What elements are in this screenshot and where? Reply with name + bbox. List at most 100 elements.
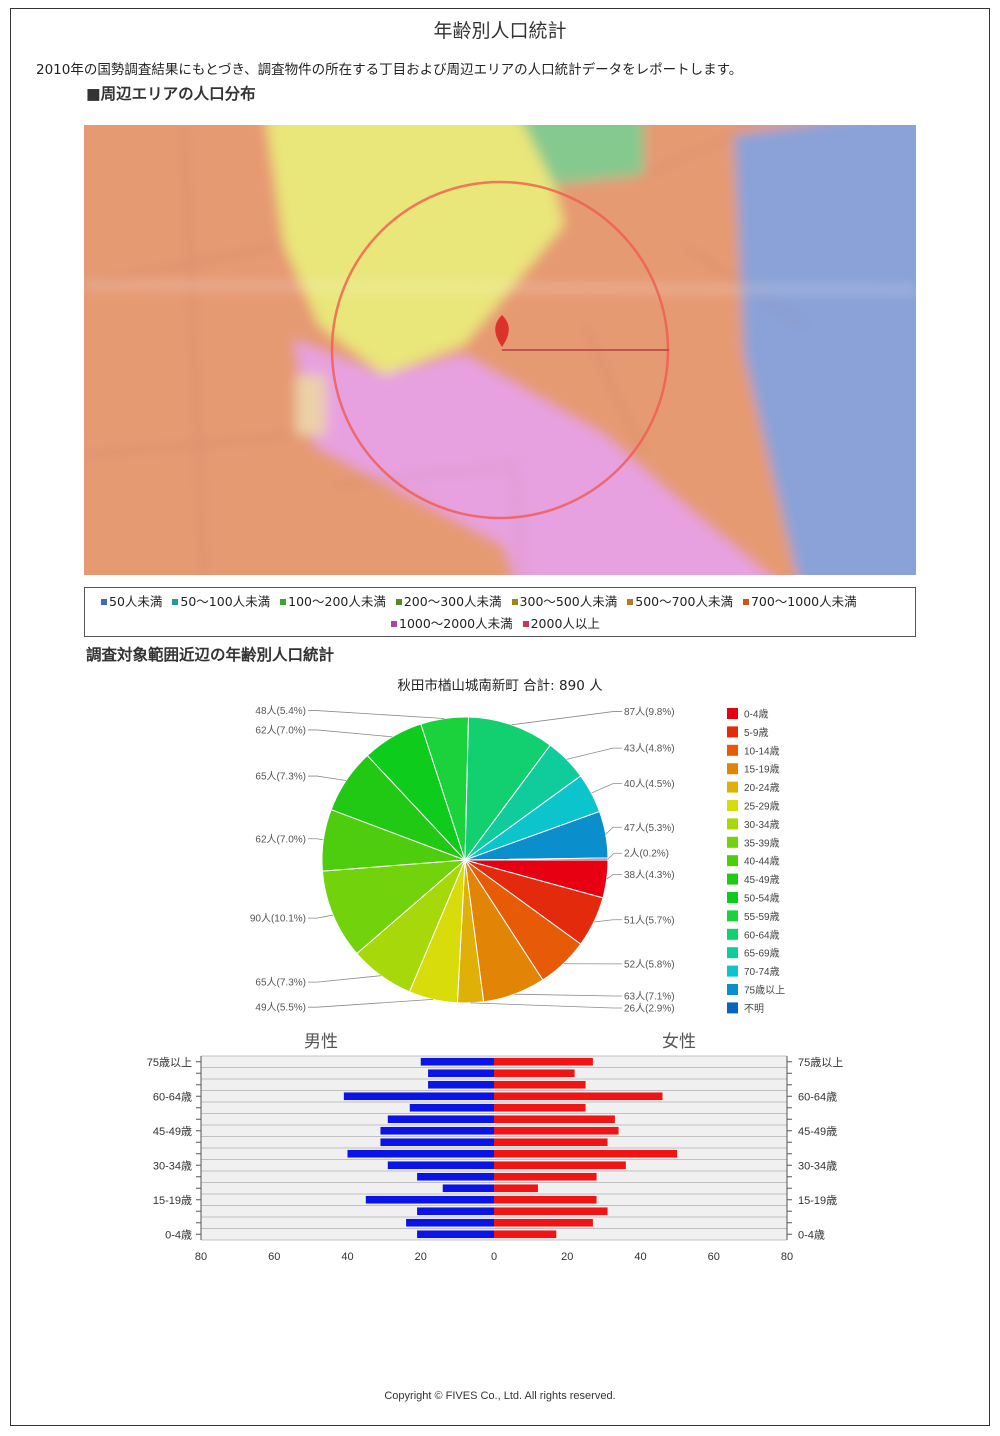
legend-label: 1000〜2000人未満 [399,616,513,631]
pie-legend-swatch [727,928,738,940]
legend-label: 500〜700人未満 [635,594,733,609]
pie-legend-swatch [727,708,738,719]
female-bar [494,1230,557,1239]
legend-item: 200〜300人未満 [395,591,502,613]
female-bar [494,1161,626,1170]
female-bar [494,1207,608,1216]
y-tick-label-left: 30-34歳 [153,1159,192,1172]
pie-legend-label: 30-34歳 [744,819,780,831]
x-tick-label: 80 [195,1251,207,1263]
legend-label: 100〜200人未満 [288,594,386,609]
map-area [524,125,644,185]
map-image [84,125,916,575]
copyright: Copyright © FIVES Co., Ltd. All rights r… [384,1390,616,1402]
map-area [266,125,564,375]
pie-legend-swatch [727,800,738,811]
legend-label: 200〜300人未満 [403,594,502,609]
male-bar [347,1149,494,1158]
page-title: 年齢別人口統計 [433,20,567,42]
legend-swatch [522,621,529,627]
pie-data-label: 62人(7.0%) [255,833,306,845]
pie-legend-label: 15-19歳 [744,764,780,776]
pie-legend-label: 0-4歳 [744,709,768,721]
pie-legend-swatch [727,781,738,793]
pie-leader-line [308,998,433,1008]
male-bar [442,1184,494,1193]
age-pie-chart: 87人(9.8%) 43人(4.8%) 40人(4.5%) 47人(5.3%) 2人(0… [250,705,785,1015]
pie-data-label: 62人(7.0%) [255,724,306,736]
female-bar [494,1138,608,1147]
pie-leader-line [591,783,622,794]
y-tick-label-left: 60-64歳 [153,1090,192,1103]
legend-swatch [172,599,179,605]
pie-legend-swatch [727,892,738,903]
legend-item: 300〜500人未満 [511,591,617,613]
y-tick-label-left: 15-19歳 [153,1194,192,1207]
male-bar [365,1195,494,1204]
legend-item: 2000人以上 [522,613,600,635]
male-bar [380,1138,494,1147]
pie-legend-label: 不明 [744,1003,764,1015]
pie-legend-label: 45-49歳 [744,874,780,886]
y-tick-label-left: 0-4歳 [165,1228,192,1241]
pie-legend-label: 40-44歳 [744,856,780,868]
legend-swatch [280,599,287,605]
pie-legend-label: 25-29歳 [744,801,780,813]
female-bar [494,1218,593,1227]
legend-item: 1000〜2000人未満 [391,613,513,635]
pie-data-label: 2人(0.2%) [624,848,669,860]
legend-item: 700〜1000人未満 [742,591,857,613]
map-area [734,125,916,575]
pie-data-label: 48人(5.4%) [255,705,306,717]
legend-swatch [101,599,107,605]
male-bar [417,1207,494,1216]
legend-swatch [511,599,518,605]
pie-legend-swatch [727,873,738,885]
male-bar [343,1092,494,1101]
legend-label: 2000人以上 [530,616,600,631]
population-map[interactable] [84,125,916,575]
x-tick-label: 0 [491,1251,497,1263]
legend-label: 700〜1000人未満 [750,594,857,609]
male-bar [420,1057,494,1066]
legend-item: 100〜200人未満 [280,591,386,613]
male-bar [417,1172,494,1181]
legend-item: 500〜700人未満 [627,591,733,613]
pie-leader-line [308,729,393,738]
intro-text: 2010年の国勢調査結果にもとづき、調査物件の所在する丁目および周辺エリアの人口… [36,62,743,78]
y-tick-label-right: 75歳以上 [798,1056,843,1069]
age-section-heading: 調査対象範囲近辺の年齢別人口統計 [86,646,335,664]
male-title: 男性 [304,1032,338,1052]
pie-data-label: 43人(4.8%) [624,743,675,755]
x-tick-label: 40 [341,1251,353,1263]
location-pin-icon[interactable] [495,315,509,347]
male-bar [409,1103,494,1112]
chart-subtitle: 秋田市楢山城南新町 合計: 890 人 [397,678,603,694]
x-tick-label: 20 [415,1251,427,1263]
pie-leader-line [308,914,334,919]
map-area [294,340,768,575]
page-frame [10,8,990,1426]
pie-legend-label: 50-54歳 [744,893,780,905]
legend-item: 50〜100人未満 [172,591,270,613]
pie-leader-line [308,775,347,781]
pie-leader-line [511,711,622,726]
x-tick-label: 40 [634,1251,646,1263]
male-bar [380,1126,494,1135]
male-bar [406,1218,494,1227]
y-tick-label-left: 75歳以上 [147,1056,192,1069]
pie-legend-swatch [727,763,738,775]
y-tick-label-left: 45-49歳 [153,1125,192,1138]
pie-data-label: 47人(5.3%) [624,822,675,834]
pie-leader-line [593,919,622,923]
male-bar [387,1115,494,1124]
pie-leader-line [470,1002,622,1009]
map-area [296,375,326,435]
pie-legend-swatch [727,1002,738,1014]
female-bar [494,1115,615,1124]
female-bar [494,1057,593,1066]
pie-leader-line [308,838,324,841]
map-legend: 50人未満 50〜100人未満 100〜200人未満 200〜300人未満 30… [84,587,916,637]
female-bar [494,1069,575,1078]
pie-legend-label: 35-39歳 [744,837,780,849]
